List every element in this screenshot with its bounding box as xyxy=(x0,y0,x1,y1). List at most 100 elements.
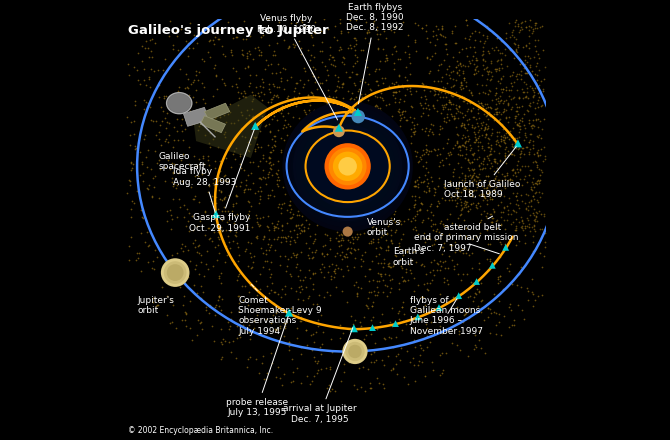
Point xyxy=(299,64,310,71)
Point xyxy=(248,159,259,166)
Point xyxy=(266,319,277,326)
Point xyxy=(421,270,431,277)
Point xyxy=(286,285,297,292)
Point xyxy=(530,158,541,165)
Point xyxy=(318,243,328,250)
Point xyxy=(438,220,449,227)
Point xyxy=(490,90,501,97)
Point xyxy=(502,128,513,135)
Point xyxy=(385,366,396,373)
Point xyxy=(166,212,177,219)
Circle shape xyxy=(282,101,413,231)
Point xyxy=(470,186,481,193)
Point xyxy=(376,271,387,278)
Point xyxy=(438,180,449,187)
Point xyxy=(457,81,468,88)
Point xyxy=(165,296,176,303)
Point xyxy=(538,47,549,54)
Point xyxy=(473,192,484,199)
Point xyxy=(383,262,394,269)
Point xyxy=(410,38,421,45)
Point xyxy=(511,47,521,54)
Point xyxy=(454,84,465,91)
Point xyxy=(412,148,423,155)
Point xyxy=(464,192,474,199)
Point xyxy=(533,104,543,111)
Point xyxy=(487,97,498,104)
Point xyxy=(239,166,250,173)
Point xyxy=(511,282,522,289)
Point xyxy=(238,296,249,303)
Point xyxy=(403,31,414,38)
Point xyxy=(468,166,478,173)
Point xyxy=(263,224,273,231)
Point xyxy=(433,131,444,138)
Point xyxy=(518,78,529,85)
Point xyxy=(483,122,494,129)
Point xyxy=(450,88,461,95)
Point xyxy=(307,249,318,256)
Point xyxy=(271,170,282,177)
Point xyxy=(153,135,164,142)
Point xyxy=(296,212,307,219)
Point xyxy=(512,87,523,94)
Point xyxy=(479,110,490,117)
Point xyxy=(203,113,214,120)
Point xyxy=(251,234,262,241)
Point xyxy=(531,217,542,224)
Point xyxy=(507,165,518,172)
Point xyxy=(282,77,293,84)
Point xyxy=(192,289,202,296)
Point xyxy=(402,348,413,355)
Point xyxy=(416,24,427,31)
Point xyxy=(529,216,539,224)
Point xyxy=(232,239,243,246)
Point xyxy=(299,307,310,314)
Point xyxy=(395,217,405,224)
Point xyxy=(275,262,285,269)
Point xyxy=(537,291,547,298)
Point xyxy=(232,101,243,108)
Point xyxy=(472,286,482,293)
Point xyxy=(394,88,405,95)
Point xyxy=(483,67,494,74)
Point xyxy=(534,131,545,138)
Point xyxy=(295,313,306,320)
Point xyxy=(484,182,495,189)
Point xyxy=(264,85,275,92)
Point xyxy=(310,249,320,256)
Point xyxy=(450,239,460,246)
Point xyxy=(526,185,537,192)
Point xyxy=(408,214,419,221)
Point xyxy=(129,143,140,150)
Point xyxy=(243,138,253,145)
Point xyxy=(414,206,425,213)
Point xyxy=(382,230,393,237)
Point xyxy=(371,65,381,72)
Point xyxy=(208,65,219,72)
Point xyxy=(482,161,492,168)
Point xyxy=(188,227,198,234)
Point xyxy=(251,212,261,219)
Point xyxy=(381,55,392,62)
Point xyxy=(345,22,356,29)
Point xyxy=(265,350,276,357)
Point xyxy=(409,202,419,209)
Point xyxy=(527,186,537,193)
Point xyxy=(285,304,296,312)
Point xyxy=(245,159,255,166)
Point xyxy=(281,263,292,270)
Point xyxy=(222,319,233,326)
Point xyxy=(192,331,203,338)
Point xyxy=(160,55,171,62)
Point xyxy=(401,63,411,70)
Point xyxy=(383,263,394,270)
Point xyxy=(181,70,192,77)
Point xyxy=(498,125,509,132)
Point xyxy=(428,271,439,279)
Point xyxy=(467,104,478,111)
Point xyxy=(417,110,428,117)
Point xyxy=(352,54,363,61)
Point xyxy=(460,202,471,209)
Point xyxy=(505,46,516,53)
